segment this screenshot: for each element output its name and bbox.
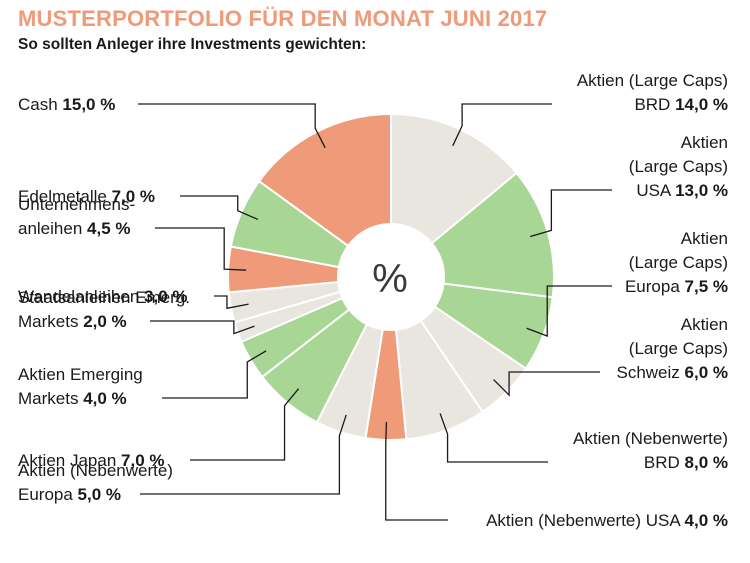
leader-lines xyxy=(138,103,612,521)
slice-label: Aktien (Nebenwerte) BRD 8,0 % xyxy=(573,429,728,472)
leader-line xyxy=(530,189,612,238)
leader-line xyxy=(155,227,247,271)
slice-label: Staatsanleihen Emerg. Markets 2,0 % xyxy=(18,288,190,331)
slice-label: Aktien (Nebenwerte) USA 4,0 % xyxy=(486,511,728,530)
leader-line xyxy=(439,413,548,463)
slice-label: Aktien (Large Caps) BRD 14,0 % xyxy=(577,71,728,114)
donut-slice xyxy=(257,112,392,248)
leader-line xyxy=(180,195,259,221)
slice-labels: Aktien (Large Caps) BRD 14,0 % Aktien (Larg… xyxy=(18,71,728,530)
leader-line xyxy=(526,285,612,337)
slice-label: Wandelanleihen 3,0 % xyxy=(18,287,188,306)
slice-label: Aktien (Large Caps) Schweiz 6,0 % xyxy=(616,315,728,382)
leader-line xyxy=(452,103,552,147)
slice-label: Unternehmens-anleihen 4,5 % xyxy=(18,195,135,238)
leader-line xyxy=(493,371,600,397)
slice-label: Aktien Japan 7,0 % xyxy=(18,451,165,470)
slice-label: Aktien (Large Caps) USA 13,0 % xyxy=(629,133,728,200)
slice-label: Edelmetalle 7,0 % xyxy=(18,187,155,206)
chart-subtitle: So sollten Anleger ihre Investments gewi… xyxy=(18,36,367,53)
donut-hole xyxy=(338,224,444,330)
leader-line xyxy=(385,421,448,521)
leader-line xyxy=(190,388,300,461)
slice-label: Cash 15,0 % xyxy=(18,95,115,114)
leader-line xyxy=(138,103,326,149)
leader-line xyxy=(162,350,267,399)
leader-line xyxy=(140,414,347,495)
leader-line xyxy=(150,320,255,335)
leader-line xyxy=(214,295,249,310)
chart-title: MUSTERPORTFOLIO FÜR DEN MONAT JUNI 2017 xyxy=(18,6,548,31)
slice-label: Aktien (Large Caps) Europa 7,5 % xyxy=(625,229,728,296)
center-percent-label: % xyxy=(372,257,408,301)
slice-label: Aktien Emerging Markets 4,0 % xyxy=(18,365,143,408)
slice-label: Aktien (Nebenwerte) Europa 5,0 % xyxy=(18,461,173,504)
